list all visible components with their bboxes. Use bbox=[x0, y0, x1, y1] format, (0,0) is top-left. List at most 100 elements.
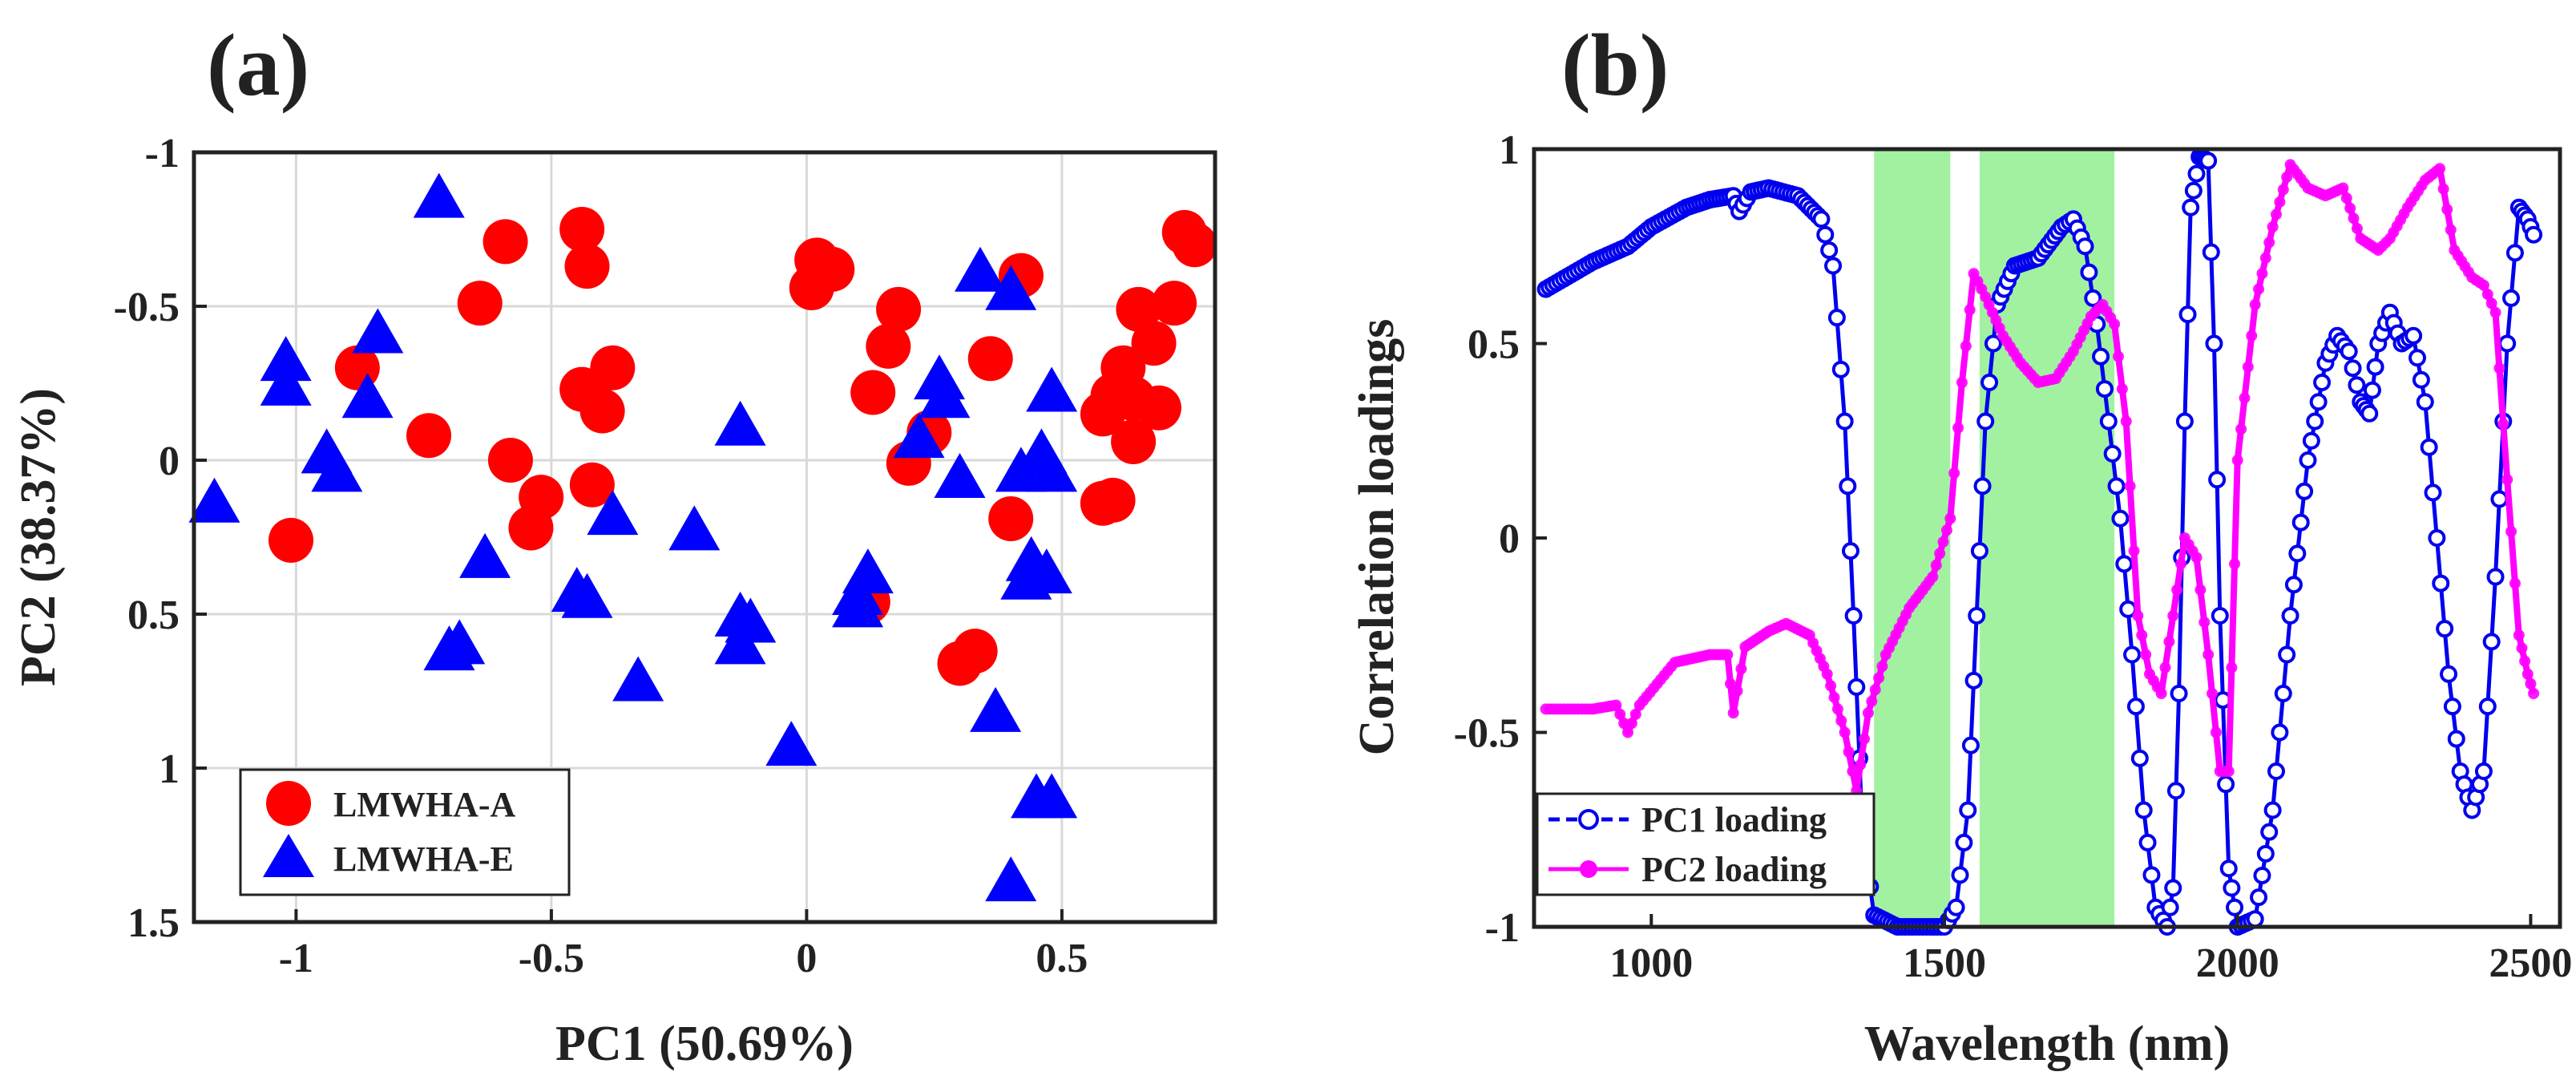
lmwha-e-point bbox=[714, 400, 766, 446]
lmwha-a-point bbox=[988, 495, 1034, 541]
pc1-loading-point bbox=[2440, 665, 2458, 683]
pc1-loading-point bbox=[1812, 210, 1831, 229]
pc1-loading-point bbox=[2256, 844, 2275, 863]
lmwha-e-point bbox=[765, 721, 818, 766]
pc2-loading-point bbox=[2477, 279, 2489, 291]
panel-a-y-tick-label: 0.5 bbox=[127, 593, 180, 638]
panel-a-y-tick-label: 0 bbox=[159, 439, 180, 484]
lmwha-e-point bbox=[1026, 366, 1078, 412]
pc1-loading-point bbox=[2260, 823, 2279, 841]
pc1-loading-point bbox=[1841, 542, 1859, 560]
pc2-loading-point bbox=[1839, 726, 1851, 738]
pc2-loading-point bbox=[1722, 649, 1734, 661]
pc1-loading-point bbox=[2420, 438, 2438, 456]
pc2-loading-point bbox=[2509, 577, 2521, 589]
pc2-loading-point bbox=[2481, 289, 2493, 301]
pc2-loading-point bbox=[1828, 691, 1840, 703]
pc1-loading-point bbox=[2309, 393, 2328, 411]
pc1-loading-point bbox=[2428, 529, 2446, 547]
lmwha-e-point bbox=[260, 360, 312, 406]
pc1-loading-point bbox=[2219, 859, 2238, 878]
panel-b-y-tick-label: -1 bbox=[1485, 905, 1520, 951]
pc2-loading-point bbox=[2207, 688, 2219, 699]
pc1-loading-point bbox=[2107, 477, 2126, 495]
pc2-loading-point bbox=[2489, 306, 2501, 318]
pc2-loading-point bbox=[1831, 703, 1843, 715]
pc1-loading-point bbox=[2416, 393, 2434, 411]
pc2-loading-point bbox=[2120, 415, 2132, 427]
pc1-loading-point bbox=[2474, 762, 2493, 780]
pc1-loading-point bbox=[1964, 671, 1983, 690]
pc2-loading-point bbox=[2132, 610, 2144, 621]
pc2-loading-point bbox=[2281, 171, 2293, 183]
pc1-loading-point bbox=[2178, 305, 2197, 324]
pc2-loading-point bbox=[2434, 163, 2446, 175]
pc1-loading-point bbox=[2443, 698, 2461, 716]
pc2-loading-point bbox=[1859, 733, 1871, 745]
pc1-loading-point bbox=[2281, 607, 2299, 625]
pc2-loading-point bbox=[2229, 558, 2241, 570]
pc1-loading-point bbox=[2267, 762, 2285, 780]
panel-b-y-tick-label: 0 bbox=[1499, 516, 1520, 562]
pc2-loading-point bbox=[1930, 559, 1942, 571]
legend-lmwha-e-marker bbox=[263, 834, 314, 877]
pc2-loading-point bbox=[1735, 663, 1747, 675]
pc1-loading-point bbox=[2084, 289, 2102, 307]
pc2-loading-point bbox=[2445, 224, 2457, 236]
pc2-loading-point bbox=[1618, 718, 1630, 730]
lmwha-e-point bbox=[985, 265, 1037, 310]
lmwha-e-point bbox=[985, 856, 1037, 902]
pc1-loading-point bbox=[1955, 833, 1973, 851]
pc2-loading-point bbox=[2351, 222, 2363, 234]
pc2-loading-point bbox=[1866, 695, 1878, 707]
panel-a-y-tick-label: 1 bbox=[159, 746, 180, 792]
pc2-loading-point bbox=[2109, 318, 2121, 330]
lmwha-e-point bbox=[188, 477, 240, 523]
lmwha-a-point bbox=[564, 244, 610, 289]
pc1-loading-point bbox=[2095, 380, 2114, 398]
panel-b-legend: PC1 loading PC2 loading bbox=[1536, 792, 1875, 896]
pc2-loading-point bbox=[2210, 726, 2222, 738]
pc1-loading-point bbox=[1976, 412, 1995, 431]
panel-b-x-tick-label: 1000 bbox=[1609, 940, 1693, 986]
pc2-loading-point bbox=[2528, 688, 2540, 699]
pc1-loading-point bbox=[1831, 360, 1850, 378]
pc1-loading-point bbox=[1835, 412, 1854, 431]
lmwha-a-point bbox=[269, 517, 314, 563]
pc2-loading-point bbox=[2246, 330, 2258, 342]
lmwha-a-point bbox=[967, 336, 1013, 382]
pc1-loading-point bbox=[2263, 801, 2282, 819]
pc2-loading-point bbox=[2194, 584, 2207, 596]
pc2-loading-point bbox=[2501, 474, 2513, 486]
pc1-loading-point bbox=[2111, 509, 2130, 528]
legend-pc2-marker bbox=[1580, 860, 1597, 878]
pc2-loading-point bbox=[2171, 584, 2183, 596]
pc1-loading-point bbox=[2166, 782, 2185, 800]
panel-a-marks bbox=[188, 172, 1217, 902]
pc2-loading-point bbox=[2497, 418, 2509, 430]
pc1-loading-point bbox=[2271, 723, 2289, 742]
pc2-loading-point bbox=[2253, 283, 2265, 295]
panel-a-y-tick-label: -0.5 bbox=[114, 285, 180, 330]
pc2-loading-point bbox=[2163, 636, 2175, 648]
panel-a: (a) -1 -0.5 0 0.5 -1 -0.5 0 0.5 1 1.5 PC1 (50.69%… bbox=[11, 16, 1217, 1071]
lmwha-a-point bbox=[1080, 480, 1125, 526]
pc1-loading-point bbox=[2274, 685, 2292, 702]
panel-a-plot-frame bbox=[192, 150, 1217, 924]
pc1-loading-point bbox=[2199, 152, 2218, 170]
pc1-loading-point bbox=[1973, 477, 1992, 495]
pc1-loading-point bbox=[2092, 347, 2110, 366]
lmwha-a-point bbox=[590, 345, 636, 390]
pc1-loading-point bbox=[2498, 334, 2517, 353]
pc2-loading-point bbox=[1847, 766, 1859, 777]
lmwha-a-point bbox=[579, 388, 625, 434]
pc1-loading-point bbox=[1951, 866, 1969, 884]
pc1-loading-point bbox=[2478, 698, 2497, 716]
lmwha-e-point bbox=[714, 619, 766, 665]
pc2-loading-point bbox=[1629, 708, 1641, 720]
pc1-loading-point bbox=[1820, 241, 1839, 260]
lmwha-e-point bbox=[970, 686, 1022, 732]
lmwha-e-point bbox=[459, 532, 511, 578]
legend-lmwha-e-label: LMWHA-E bbox=[333, 839, 514, 879]
pc2-loading-point bbox=[2226, 661, 2238, 673]
